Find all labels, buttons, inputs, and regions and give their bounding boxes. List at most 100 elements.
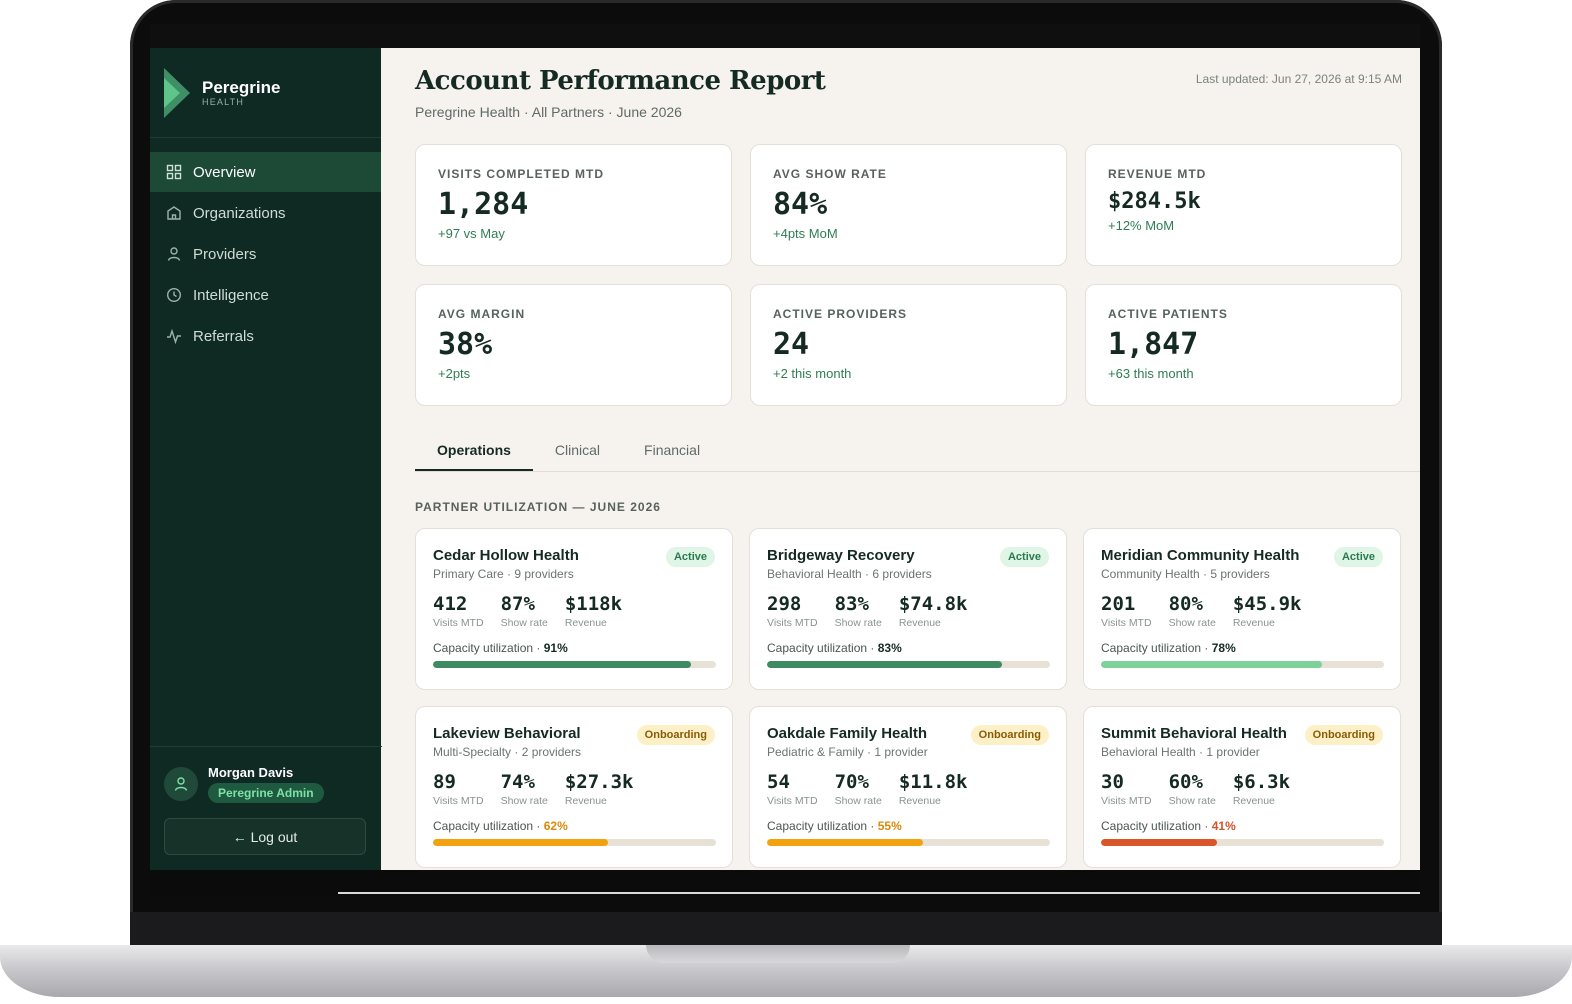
logout-button[interactable]: ← Log out	[164, 818, 366, 855]
screen-bezel-bottom	[150, 870, 1420, 896]
kpi-card-providers: ACTIVE PROVIDERS 24 +2 this month	[750, 284, 1067, 406]
stat-visits: 412 Visits MTD	[433, 593, 484, 629]
partner-card[interactable]: Lakeview Behavioral Multi-Specialty · 2 …	[415, 706, 733, 868]
grid-icon	[166, 164, 182, 180]
activity-icon	[167, 328, 181, 344]
stat-label: Show rate	[834, 795, 882, 807]
status-badge: Active	[999, 547, 1049, 567]
stat-label: Visits MTD	[433, 795, 484, 807]
partner-name: Meridian Community Health	[1101, 547, 1300, 564]
capacity-bar	[1101, 661, 1384, 668]
tab-operations[interactable]: Operations	[415, 434, 533, 471]
status-badge: Onboarding	[636, 725, 715, 745]
role-badge: Peregrine Admin	[208, 783, 324, 803]
kpi-label: REVENUE MTD	[1108, 167, 1207, 181]
capacity-bar-fill	[1101, 661, 1322, 668]
kpi-label: AVG SHOW RATE	[773, 167, 887, 181]
capacity-text: Capacity utilization ·	[1101, 819, 1212, 833]
user-panel: Morgan Davis Peregrine Admin ← Log out	[150, 746, 382, 855]
capacity-label: Capacity utilization · 41%	[1101, 819, 1383, 833]
capacity-value: 55%	[877, 819, 902, 833]
laptop-hinge	[130, 912, 1442, 946]
partner-card[interactable]: Summit Behavioral Health Behavioral Heal…	[1083, 706, 1401, 868]
partner-stats: 201 Visits MTD 80% Show rate $45.9k Reve…	[1101, 593, 1383, 629]
stat-revenue: $6.3k Revenue	[1233, 771, 1290, 807]
sidebar-item-providers[interactable]: Providers	[150, 234, 381, 274]
sidebar-item-overview[interactable]: Overview	[150, 152, 381, 192]
stat-label: Visits MTD	[1101, 617, 1152, 629]
partner-stats: 89 Visits MTD 74% Show rate $27.3k Reven…	[433, 771, 715, 807]
kpi-card-show-rate: AVG SHOW RATE 84% +4pts MoM	[750, 144, 1067, 266]
partner-meta: Pediatric & Family · 1 provider	[767, 745, 928, 759]
brand-name: Peregrine	[202, 77, 281, 97]
partner-name: Bridgeway Recovery	[767, 547, 915, 564]
capacity-text: Capacity utilization ·	[767, 641, 878, 655]
stat-revenue: $74.8k Revenue	[899, 593, 968, 629]
partner-card[interactable]: Meridian Community Health Community Heal…	[1083, 528, 1401, 690]
stat-value: $27.3k	[564, 771, 634, 793]
partner-card[interactable]: Cedar Hollow Health Primary Care · 9 pro…	[415, 528, 733, 690]
stat-visits: 54 Visits MTD	[767, 771, 818, 807]
capacity-text: Capacity utilization ·	[1101, 641, 1212, 655]
kpi-grid: VISITS COMPLETED MTD 1,284 +97 vs May AV…	[415, 144, 1402, 406]
kpi-card-patients: ACTIVE PATIENTS 1,847 +63 this month	[1085, 284, 1402, 406]
section-label: PARTNER UTILIZATION — JUNE 2026	[415, 500, 661, 514]
kpi-value: 24	[773, 327, 810, 362]
partner-meta: Multi-Specialty · 2 providers	[433, 745, 582, 759]
brand[interactable]: Peregrine HEALTH	[150, 48, 381, 138]
stat-value: $45.9k	[1232, 593, 1302, 615]
partner-card[interactable]: Bridgeway Recovery Behavioral Health · 6…	[749, 528, 1067, 690]
kpi-label: VISITS COMPLETED MTD	[438, 167, 605, 181]
capacity-bar	[433, 661, 716, 668]
capacity-label: Capacity utilization · 78%	[1101, 641, 1383, 655]
stat-value: $118k	[564, 593, 623, 615]
stat-revenue: $118k Revenue	[565, 593, 622, 629]
partner-meta: Primary Care · 9 providers	[433, 567, 574, 581]
tab-financial[interactable]: Financial	[644, 442, 701, 458]
status-badge: Onboarding	[970, 725, 1049, 745]
app-screen: Peregrine HEALTH Overview Organizations …	[150, 48, 1420, 870]
capacity-text: Capacity utilization ·	[767, 819, 878, 833]
avatar[interactable]	[164, 767, 198, 801]
sidebar: Peregrine HEALTH Overview Organizations …	[150, 48, 382, 870]
capacity-bar-fill	[767, 839, 923, 846]
kpi-card-margin: AVG MARGIN 38% +2pts	[415, 284, 732, 406]
building-icon	[167, 206, 181, 220]
kpi-label: AVG MARGIN	[438, 307, 526, 321]
kpi-delta: +97 vs May	[438, 226, 505, 241]
stat-label: Visits MTD	[433, 617, 484, 629]
kpi-delta: +2 this month	[773, 366, 852, 381]
kpi-value: 38%	[438, 327, 493, 362]
sidebar-item-referrals[interactable]: Referrals	[150, 316, 381, 356]
stat-value: 412	[433, 593, 468, 615]
user-name: Morgan Davis	[208, 765, 294, 780]
sidebar-item-label: Providers	[193, 245, 257, 263]
partner-name: Cedar Hollow Health	[433, 547, 579, 564]
capacity-bar	[767, 839, 1050, 846]
capacity-text: Capacity utilization ·	[433, 819, 544, 833]
stat-label: Revenue	[1232, 795, 1275, 807]
sidebar-item-organizations[interactable]: Organizations	[150, 193, 381, 233]
kpi-delta: +63 this month	[1108, 366, 1194, 381]
capacity-value: 91%	[543, 641, 568, 655]
page-title: Account Performance Report	[415, 66, 826, 96]
stat-label: Revenue	[564, 795, 607, 807]
stat-show-rate: 60% Show rate	[1169, 771, 1216, 807]
stat-show-rate: 83% Show rate	[835, 593, 882, 629]
sidebar-item-intelligence[interactable]: Intelligence	[150, 275, 381, 315]
last-updated: Last updated: Jun 27, 2026 at 9:15 AM	[1195, 72, 1402, 86]
partner-name: Lakeview Behavioral	[433, 725, 581, 742]
capacity-label: Capacity utilization · 62%	[433, 819, 715, 833]
stat-value: 87%	[500, 593, 535, 615]
stat-revenue: $45.9k Revenue	[1233, 593, 1302, 629]
capacity-bar-fill	[767, 661, 1002, 668]
clock-icon	[166, 287, 182, 303]
page-subtitle: Peregrine Health · All Partners · June 2…	[415, 104, 682, 120]
kpi-delta: +12% MoM	[1108, 218, 1175, 233]
tab-clinical[interactable]: Clinical	[554, 442, 601, 458]
status-badge: Active	[1333, 547, 1383, 567]
partner-stats: 298 Visits MTD 83% Show rate $74.8k Reve…	[767, 593, 1049, 629]
partner-card[interactable]: Oakdale Family Health Pediatric & Family…	[749, 706, 1067, 868]
stat-label: Show rate	[1168, 617, 1216, 629]
stat-label: Revenue	[898, 617, 941, 629]
